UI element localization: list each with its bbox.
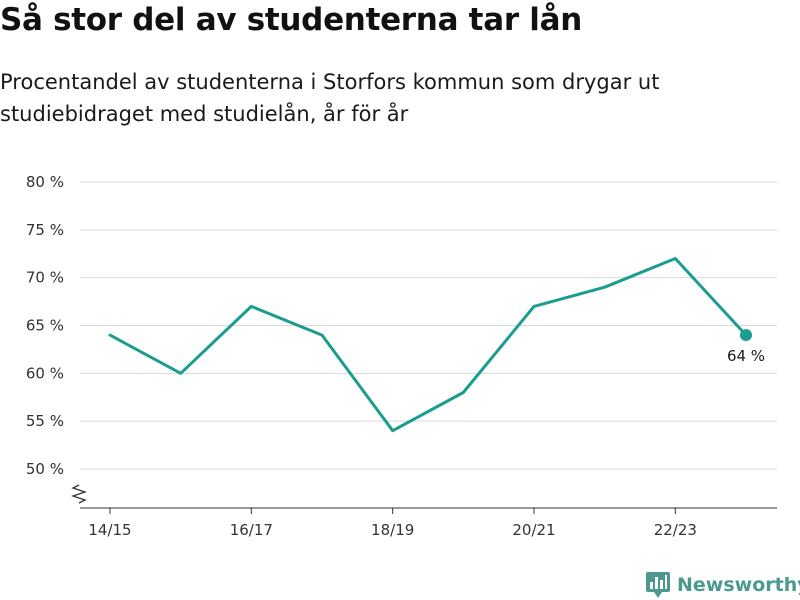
chart-subtitle: Procentandel av studenterna i Storfors k… bbox=[0, 70, 660, 126]
chart-title: Så stor del av studenterna tar lån bbox=[0, 2, 583, 38]
y-tick-label: 65 % bbox=[26, 317, 64, 335]
brand-name: Newsworthy bbox=[677, 574, 800, 596]
x-tick-label: 14/15 bbox=[88, 521, 131, 539]
x-tick-label: 20/21 bbox=[512, 521, 555, 539]
y-tick-label: 70 % bbox=[26, 269, 64, 287]
y-tick-label: 50 % bbox=[26, 460, 64, 478]
data-point-last bbox=[740, 329, 752, 342]
x-axis bbox=[70, 484, 777, 509]
series-line bbox=[108, 257, 748, 433]
brand-logo: Newsworthy bbox=[645, 570, 800, 600]
grid-lines bbox=[80, 181, 777, 470]
newsworthy-logo-icon bbox=[646, 572, 670, 598]
end-value-label: 64 % bbox=[727, 347, 765, 365]
y-tick-label: 75 % bbox=[26, 221, 64, 239]
y-tick-label: 60 % bbox=[26, 364, 64, 382]
x-ticks: 14/15 16/17 18/19 20/21 22/23 bbox=[88, 508, 697, 539]
x-tick-label: 22/23 bbox=[654, 521, 697, 539]
y-tick-label: 55 % bbox=[26, 412, 64, 430]
y-tick-labels: 50 % 55 % 60 % 65 % 70 % 75 % 80 % bbox=[26, 173, 64, 478]
x-tick-label: 16/17 bbox=[230, 521, 273, 539]
x-tick-label: 18/19 bbox=[371, 521, 414, 539]
y-tick-label: 80 % bbox=[26, 173, 64, 191]
y-axis-break-icon bbox=[70, 484, 88, 504]
data-points bbox=[740, 329, 752, 342]
